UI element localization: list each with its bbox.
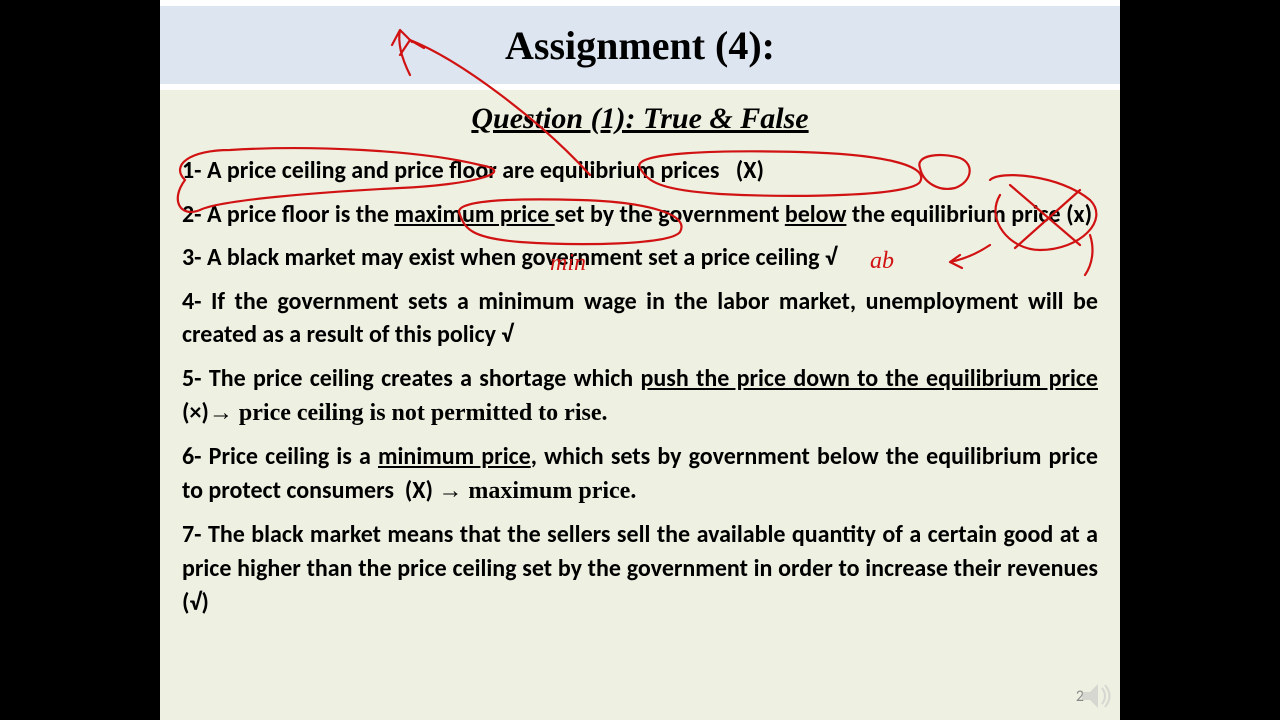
title-bar: Assignment (4): (160, 0, 1120, 90)
speaker-icon (1078, 678, 1114, 714)
question-7: 7- The black market means that the selle… (182, 518, 1098, 619)
page-title: Assignment (4): (505, 22, 775, 69)
question-6: 6- Price ceiling is a minimum price, whi… (182, 440, 1098, 508)
slide: Assignment (4): Question (1): True & Fal… (160, 0, 1120, 720)
subtitle-wrap: Question (1): True & False (160, 102, 1120, 136)
question-list: 1- A price ceiling and price floor are e… (160, 136, 1120, 619)
question-heading: Question (1): True & False (471, 102, 808, 135)
question-4: 4- If the government sets a minimum wage… (182, 285, 1098, 352)
question-3: 3- A black market may exist when governm… (182, 241, 1098, 275)
question-1: 1- A price ceiling and price floor are e… (182, 154, 1098, 188)
question-2: 2- A price floor is the maximum price se… (182, 198, 1098, 232)
question-5: 5- The price ceiling creates a shortage … (182, 362, 1098, 430)
